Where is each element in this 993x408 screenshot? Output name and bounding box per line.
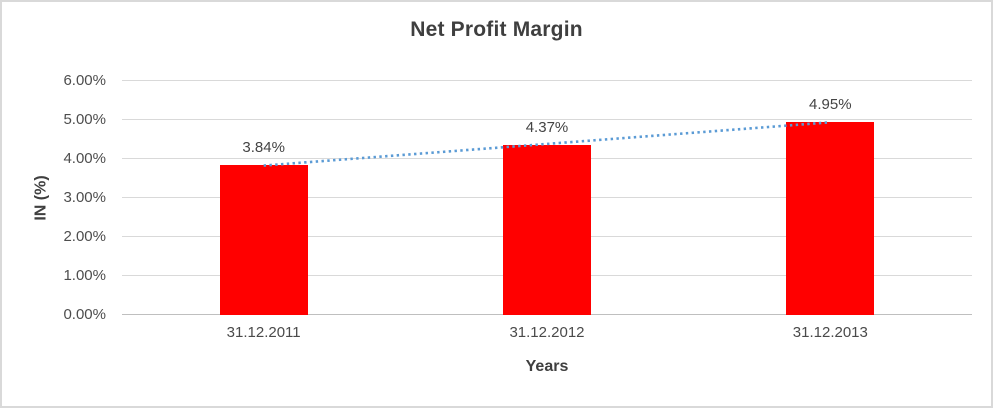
- data-label: 4.37%: [525, 118, 569, 136]
- plot-area: 3.84% 4.37% 4.95%: [122, 80, 972, 315]
- bar-group: 3.84%: [122, 81, 405, 315]
- x-tick-label: 31.12.2012: [509, 324, 585, 341]
- y-tick-label: 2.00%: [63, 228, 106, 246]
- y-tick-label: 1.00%: [63, 267, 106, 284]
- gridline: [122, 119, 972, 121]
- data-label: 4.95%: [809, 95, 852, 113]
- y-tick-label: 5.00%: [63, 111, 106, 129]
- x-axis-tick-labels: 31.12.2011 31.12.2012 31.12.2013: [122, 324, 972, 341]
- trendline: [263, 120, 831, 167]
- x-tick-label: 31.12.2013: [792, 324, 868, 341]
- bar-group: 4.37%: [405, 81, 688, 315]
- chart-title: Net Profit Margin: [410, 18, 583, 41]
- bar: [502, 144, 591, 315]
- y-tick-label: 6.00%: [63, 72, 106, 89]
- bar: [786, 121, 875, 315]
- data-label: 3.84%: [242, 139, 285, 157]
- x-axis-title: Years: [525, 358, 569, 375]
- bar-series: 3.84% 4.37% 4.95%: [122, 81, 972, 315]
- bar-group: 4.95%: [689, 81, 972, 315]
- gridline: [122, 80, 972, 81]
- y-tick-label: 4.00%: [63, 150, 106, 167]
- bar: [219, 165, 308, 315]
- y-tick-label: 3.00%: [63, 189, 106, 206]
- trendline-path: [263, 120, 831, 167]
- x-tick-label: 31.12.2011: [226, 324, 301, 341]
- y-tick-label: 0.00%: [63, 306, 106, 323]
- y-axis-tick-labels: 0.00% 1.00% 2.00% 3.00% 4.00% 5.00% 6.00…: [2, 72, 106, 323]
